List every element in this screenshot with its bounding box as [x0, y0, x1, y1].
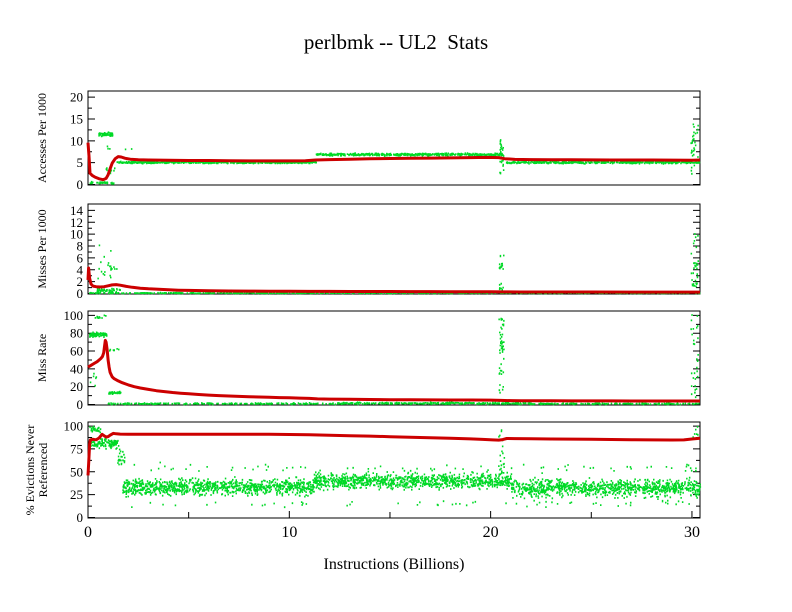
plot-frame [87, 310, 701, 406]
average-line [86, 142, 701, 182]
y-tick-label: 100 [64, 308, 84, 323]
y-tick-label: 5 [77, 155, 84, 170]
x-ticks [87, 511, 693, 518]
x-tick-label: 10 [281, 524, 297, 541]
y-tick-label: 12 [70, 215, 83, 230]
y-axis-label: Misses Per 1000 [35, 209, 49, 288]
scatter-samples [89, 314, 700, 406]
y-tick-label: 40 [70, 361, 83, 376]
x-tick-label: 30 [684, 524, 700, 541]
y-tick-label: 20 [70, 90, 83, 105]
y-tick-label: 20 [70, 379, 83, 394]
average-line [86, 431, 701, 476]
x-axis-label: Instructions (Billions) [323, 556, 465, 573]
y-tick-label: 100 [64, 419, 84, 434]
y-ticks [88, 209, 700, 294]
scatter-samples [89, 123, 701, 185]
y-axis-label: % Evictions Never [23, 425, 37, 516]
plot-frame [87, 203, 701, 295]
y-tick-label: 50 [70, 464, 83, 479]
y-tick-label: 0 [77, 177, 84, 192]
scatter-samples [89, 425, 702, 509]
y-tick-label: 0 [77, 286, 84, 301]
y-axis-label: Miss Rate [35, 334, 49, 382]
y-ticks [88, 96, 700, 185]
y-tick-label: 10 [70, 133, 83, 148]
y-tick-label: 25 [70, 487, 83, 502]
average-line [87, 338, 700, 403]
y-tick-label: 0 [77, 397, 84, 412]
panel-ul2-pct-evictions-never-referenced: 0 25 50 75 100 % Evictions Never Referenced 0 10… [23, 419, 702, 541]
y-tick-label: 15 [70, 112, 83, 127]
y-tick-label: 4 [77, 262, 84, 277]
average-line [86, 266, 700, 294]
y-tick-label: 60 [70, 344, 83, 359]
y-tick-label: 10 [70, 227, 83, 242]
panel-ul2-accesses-per-1000: 0 5 10 15 20 Accesses Per 1000 [35, 90, 701, 192]
x-tick-label: 20 [483, 524, 499, 541]
plot-frame [87, 90, 701, 186]
y-axis-label: Referenced [36, 443, 50, 498]
y-tick-label: 75 [70, 441, 83, 456]
scatter-samples [89, 233, 701, 295]
y-tick-label: 0 [77, 510, 84, 525]
y-ticks [88, 314, 700, 405]
y-tick-label: 6 [77, 250, 84, 265]
y-axis-label: Accesses Per 1000 [35, 93, 49, 183]
panel-ul2-miss-rate: 0 20 40 60 80 100 Miss Rate [35, 308, 701, 412]
y-tick-label: 14 [70, 203, 84, 218]
x-tick-label: 0 [84, 524, 92, 541]
y-tick-label: 8 [77, 239, 84, 254]
y-tick-label: 80 [70, 326, 83, 341]
chart-title: perlbmk -- UL2 Stats [303, 30, 489, 54]
y-tick-label: 2 [77, 274, 84, 289]
